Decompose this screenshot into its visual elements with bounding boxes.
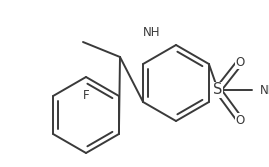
Text: NH: NH xyxy=(143,26,161,39)
Text: S: S xyxy=(213,82,223,98)
Text: F: F xyxy=(83,89,89,102)
Text: O: O xyxy=(235,55,245,68)
Text: O: O xyxy=(235,114,245,126)
Text: NH₂: NH₂ xyxy=(260,84,269,97)
